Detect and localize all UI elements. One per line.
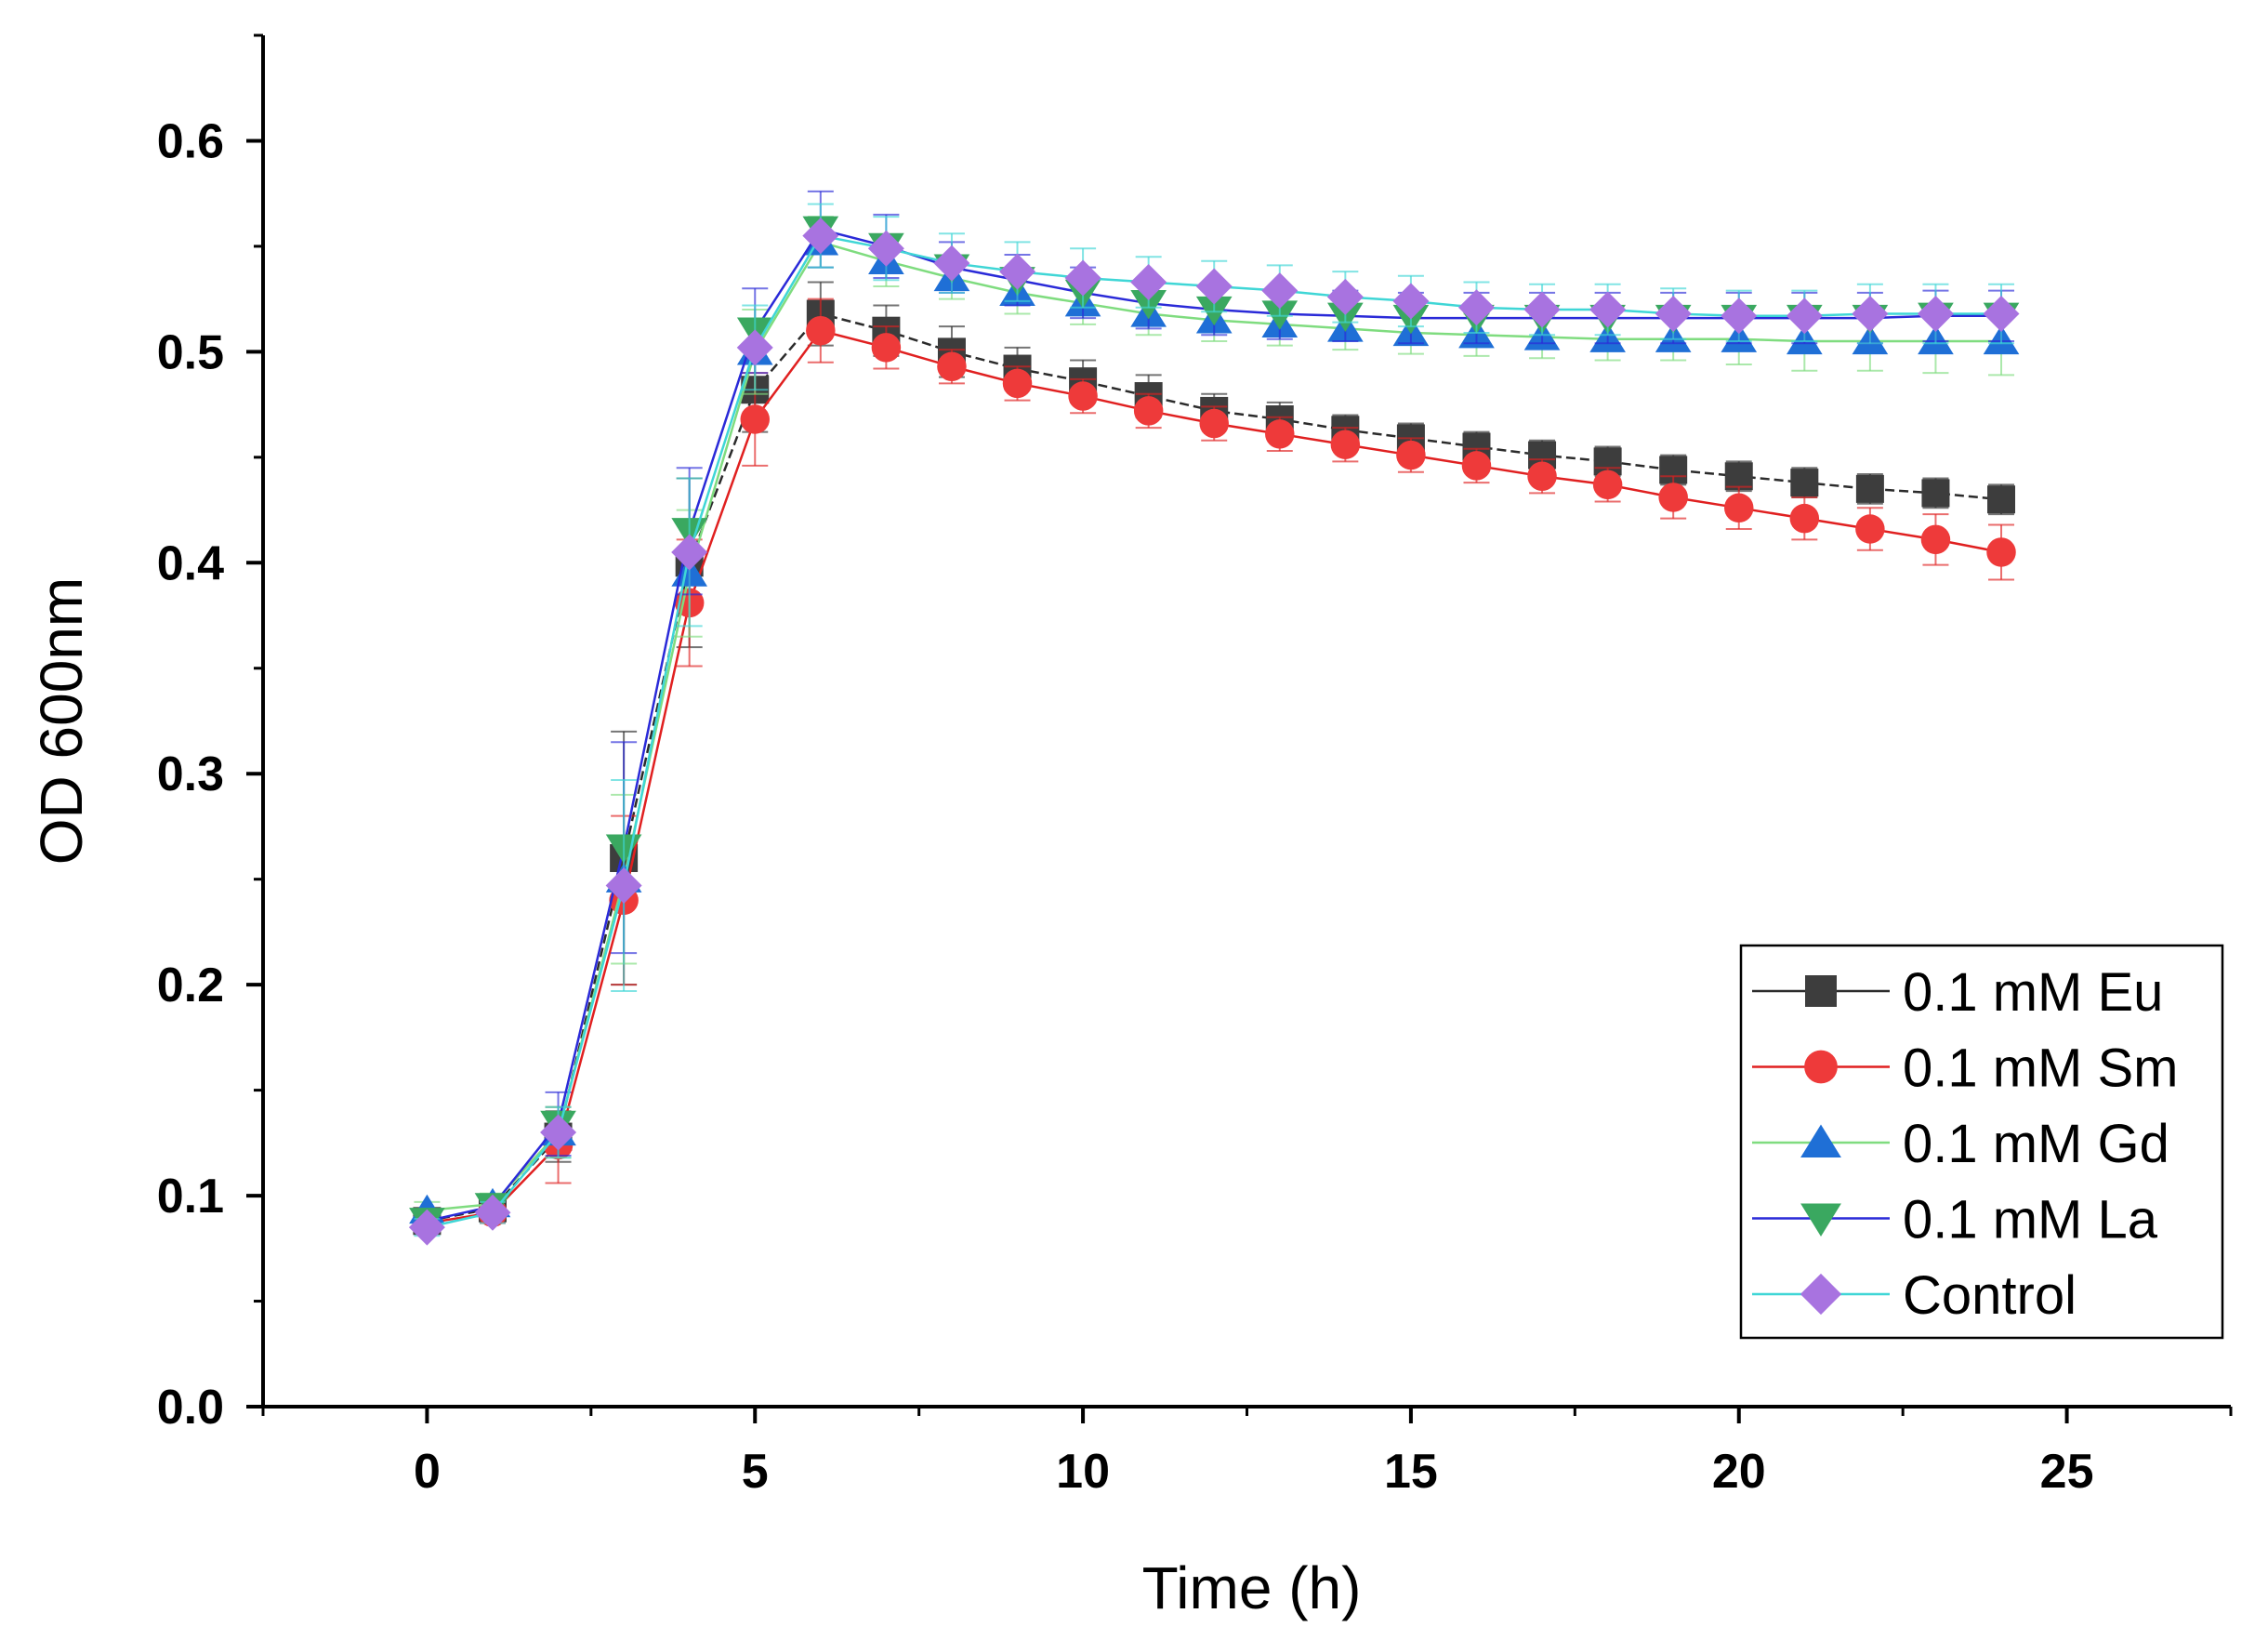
data-point: [1721, 298, 1758, 335]
y-axis-title: OD 600nm: [28, 577, 95, 865]
data-point: [1800, 1203, 1841, 1237]
data-point: [1392, 283, 1430, 320]
data-point: [1921, 479, 1950, 508]
data-point: [1786, 298, 1823, 335]
data-point: [1064, 259, 1101, 297]
data-point: [1983, 296, 2020, 333]
data-point: [1265, 419, 1295, 449]
data-point: [540, 1114, 577, 1151]
data-point: [1800, 1124, 1841, 1158]
data-point: [1002, 368, 1033, 399]
x-tick-label: 20: [1712, 1445, 1766, 1499]
data-point: [806, 315, 836, 346]
data-point: [1195, 268, 1233, 305]
data-point: [1457, 289, 1495, 326]
y-tick-label: 0.1: [157, 1170, 224, 1223]
x-tick-label: 15: [1384, 1445, 1438, 1499]
data-point: [937, 351, 967, 382]
data-point: [1527, 461, 1557, 492]
data-point: [1261, 272, 1299, 310]
legend-label: 0.1 mM Gd: [1903, 1114, 2169, 1174]
data-point: [1326, 278, 1364, 315]
legend-entry: 0.1 mM La: [1752, 1190, 2158, 1250]
data-point: [408, 1209, 445, 1246]
y-tick-label: 0.2: [157, 959, 224, 1012]
data-point: [1789, 503, 1820, 534]
data-point: [1855, 514, 1885, 544]
data-point: [1920, 524, 1951, 555]
data-point: [736, 329, 773, 366]
data-point: [671, 534, 708, 571]
legend-entry: Control: [1752, 1265, 2077, 1326]
data-point: [1790, 469, 1819, 497]
data-point: [1133, 396, 1164, 426]
legend-entry: 0.1 mM Sm: [1752, 1038, 2179, 1099]
y-tick-label: 0.4: [157, 536, 224, 590]
data-point: [1130, 264, 1167, 300]
data-point: [1986, 537, 2016, 567]
data-point: [802, 218, 839, 255]
legend-label: 0.1 mM Sm: [1903, 1038, 2179, 1099]
data-point: [1068, 381, 1098, 411]
legend-label: Control: [1903, 1265, 2077, 1326]
data-point: [871, 333, 902, 363]
data-point: [1658, 483, 1688, 512]
x-axis-title: Time (h): [1142, 1554, 1362, 1621]
x-tick-label: 5: [742, 1445, 769, 1499]
legend-entry: 0.1 mM Eu: [1752, 962, 2163, 1023]
y-tick-label: 0.3: [157, 747, 224, 801]
data-point: [1855, 474, 1884, 503]
data-point: [1987, 485, 2016, 514]
data-point: [1199, 408, 1229, 439]
y-tick-label: 0.5: [157, 325, 224, 379]
data-point: [1592, 470, 1623, 500]
data-point: [605, 867, 642, 904]
data-point: [1852, 296, 1889, 333]
data-point: [1724, 462, 1753, 491]
x-axis-ticks: 0 5 10 15 20 25: [261, 1407, 2233, 1499]
legend: 0.1 mM Eu 0.1 mM Sm 0.1 mM Gd 0.1 mM La Cont…: [1739, 944, 2224, 1340]
axes-layer: 0 5 10 15 20 25 0.0 0.1 0.2 0.3 0.4 0.5 0.6: [157, 33, 2233, 1499]
data-point: [867, 230, 904, 267]
data-point: [1655, 296, 1692, 333]
data-point: [1724, 493, 1754, 523]
y-tick-label: 0.6: [157, 114, 224, 168]
y-tick-label: 0.0: [157, 1381, 224, 1435]
data-point: [1805, 975, 1837, 1007]
data-point: [999, 253, 1036, 290]
x-tick-label: 25: [2040, 1445, 2094, 1499]
series-control: [408, 203, 2020, 1246]
data-point: [1396, 440, 1426, 470]
legend-entry: 0.1 mM Gd: [1752, 1114, 2169, 1174]
data-point: [1804, 1050, 1838, 1084]
data-point: [1800, 1273, 1842, 1316]
data-point: [1589, 291, 1627, 328]
y-axis-ticks: 0.0 0.1 0.2 0.3 0.4 0.5 0.6: [157, 33, 263, 1435]
data-point: [1523, 291, 1561, 328]
x-tick-label: 0: [414, 1445, 441, 1499]
data-point: [474, 1194, 511, 1231]
data-point: [1917, 296, 1954, 333]
data-point: [740, 404, 770, 434]
data-point: [1330, 430, 1361, 459]
legend-label: 0.1 mM Eu: [1903, 962, 2163, 1023]
data-point: [933, 245, 970, 282]
x-tick-label: 10: [1056, 1445, 1110, 1499]
data-point: [1461, 451, 1492, 481]
data-layer: [408, 190, 2020, 1246]
legend-label: 0.1 mM La: [1903, 1190, 2158, 1250]
